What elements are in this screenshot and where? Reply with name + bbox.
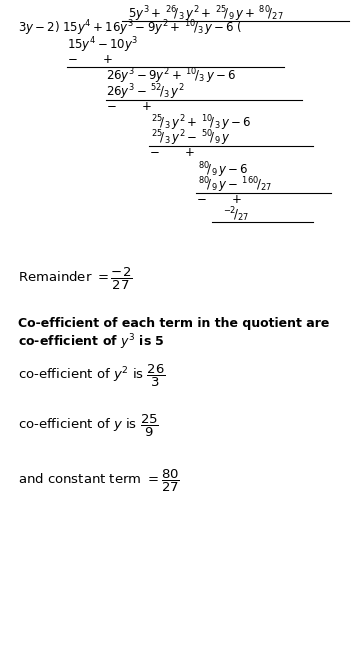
Text: $5y^3+\,^{26}\!/_{3}\,y^2+\,^{25}\!/_{9}\,y+\,^{80}\!/_{27}$: $5y^3+\,^{26}\!/_{3}\,y^2+\,^{25}\!/_{9}…	[128, 5, 283, 24]
Text: $-\qquad+$: $-\qquad+$	[106, 100, 152, 113]
Text: $3y-2)\;15y^4+16y^3-9y^2+\,^{10}\!/_{3}\,y-6\;($: $3y-2)\;15y^4+16y^3-9y^2+\,^{10}\!/_{3}\…	[18, 19, 242, 38]
Text: co-efficient of $y^2$ is $\dfrac{26}{3}$: co-efficient of $y^2$ is $\dfrac{26}{3}$	[18, 363, 166, 389]
Text: and constant term $= \dfrac{80}{27}$: and constant term $= \dfrac{80}{27}$	[18, 468, 180, 494]
Text: $\,^{-2}\!/_{27}$: $\,^{-2}\!/_{27}$	[221, 206, 250, 224]
Text: Co-efficient of each term in the quotient are: Co-efficient of each term in the quotien…	[18, 318, 329, 330]
Text: $\,^{80}\!/_{9}\,y-\,^{160}\!/_{27}$: $\,^{80}\!/_{9}\,y-\,^{160}\!/_{27}$	[196, 176, 272, 195]
Text: co-efficient of $y$ is $\dfrac{25}{9}$: co-efficient of $y$ is $\dfrac{25}{9}$	[18, 413, 159, 439]
Text: Remainder $= \dfrac{-2}{27}$: Remainder $= \dfrac{-2}{27}$	[18, 266, 132, 292]
Text: $-\qquad+$: $-\qquad+$	[67, 53, 112, 66]
Text: $26y^3-\,^{52}\!/_{3}\,y^2$: $26y^3-\,^{52}\!/_{3}\,y^2$	[106, 82, 185, 102]
Text: $\,^{80}\!/_{9}\,y-6$: $\,^{80}\!/_{9}\,y-6$	[196, 160, 249, 179]
Text: $\,^{25}\!/_{3}\,y^2-\,^{50}\!/_{9}\,y$: $\,^{25}\!/_{3}\,y^2-\,^{50}\!/_{9}\,y$	[149, 129, 231, 148]
Text: $-\qquad+$: $-\qquad+$	[196, 193, 242, 206]
Text: $26y^3-9y^2+\,^{10}\!/_{3}\,y-6$: $26y^3-9y^2+\,^{10}\!/_{3}\,y-6$	[106, 67, 236, 86]
Text: co-efficient of $y^3$ is 5: co-efficient of $y^3$ is 5	[18, 332, 165, 352]
Text: $15y^4-10y^3$: $15y^4-10y^3$	[67, 36, 138, 55]
Text: $\,^{25}\!/_{3}\,y^2+\,^{10}\!/_{3}\,y-6$: $\,^{25}\!/_{3}\,y^2+\,^{10}\!/_{3}\,y-6…	[149, 113, 252, 133]
Text: $-\qquad+$: $-\qquad+$	[149, 146, 195, 159]
